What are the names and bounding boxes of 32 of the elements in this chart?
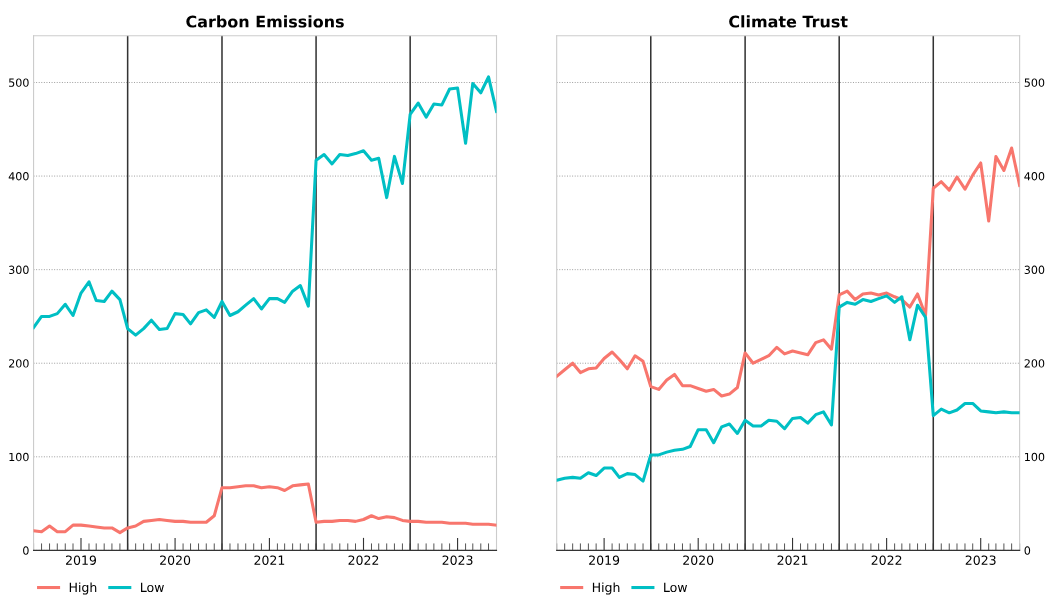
- legend-label: Low: [141, 582, 164, 593]
- y-tick-label: 100: [9, 452, 29, 462]
- legend-label: High: [69, 582, 97, 595]
- x-tick-label: 2020: [683, 555, 714, 565]
- y-tick-label: 100: [1025, 452, 1045, 462]
- x-tick-label: 2022: [871, 555, 902, 565]
- chart-title: Climate Trust: [729, 15, 848, 28]
- x-tick-label: 2023: [442, 555, 473, 565]
- x-tick-label: 2021: [777, 555, 808, 565]
- y-tick-label: 0: [23, 546, 29, 555]
- legend-label: Low: [664, 582, 688, 593]
- x-tick-label: 2020: [160, 555, 191, 565]
- line-series: [556, 294, 1020, 483]
- x-tick-label: 2019: [66, 555, 97, 565]
- x-tick-label: 2022: [348, 555, 379, 565]
- chart-title: Carbon Emissions: [186, 15, 344, 28]
- y-tick-label: 0: [1024, 546, 1031, 555]
- y-tick-label: 500: [1024, 78, 1045, 87]
- y-tick-label: 300: [1024, 265, 1045, 275]
- legend-label: High: [592, 582, 620, 595]
- y-tick-label: 300: [9, 265, 29, 275]
- x-tick-label: 2023: [965, 555, 996, 565]
- y-tick-label: 200: [9, 359, 29, 368]
- line-series: [33, 482, 497, 535]
- y-tick-label: 500: [9, 78, 29, 87]
- line-series: [33, 75, 497, 337]
- y-tick-label: 200: [1024, 359, 1045, 368]
- y-tick-label: 400: [1024, 172, 1045, 181]
- y-tick-label: 400: [8, 172, 29, 181]
- x-tick-label: 2019: [589, 555, 620, 565]
- x-tick-label: 2021: [254, 555, 285, 565]
- line-series: [556, 146, 1020, 398]
